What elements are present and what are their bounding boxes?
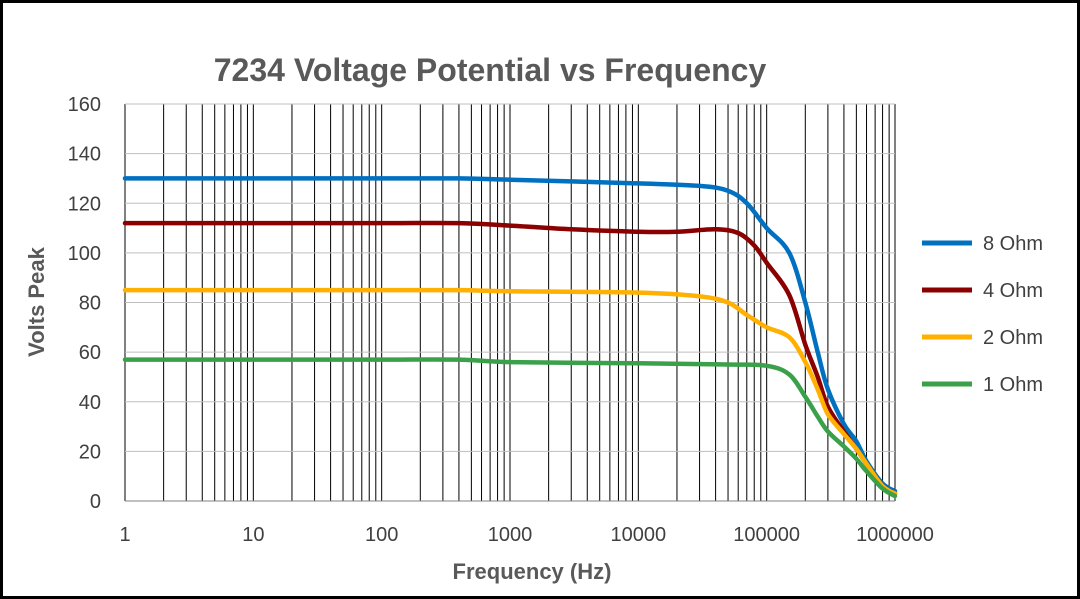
legend-label: 2 Ohm (983, 327, 1043, 349)
x-tick-label: 10 (242, 524, 264, 546)
legend-label: 1 Ohm (983, 374, 1043, 396)
y-tick-label: 160 (68, 94, 101, 116)
y-tick-label: 0 (90, 491, 101, 513)
x-axis-title: Frequency (Hz) (453, 559, 612, 584)
series-line-2-ohm (122, 287, 898, 496)
y-tick-label: 100 (68, 243, 101, 265)
legend: 8 Ohm 4 Ohm 2 Ohm 1 Ohm (922, 233, 1043, 396)
y-axis-ticks: 0 20 40 60 80 100 120 140 160 (68, 94, 101, 513)
legend-label: 8 Ohm (983, 233, 1043, 255)
x-tick-label: 1000000 (856, 524, 934, 546)
y-tick-label: 60 (79, 342, 101, 364)
y-tick-label: 80 (79, 293, 101, 315)
y-tick-label: 120 (68, 193, 101, 215)
x-axis-ticks: 1 10 100 1000 10000 100000 1000000 (119, 524, 934, 546)
series-line-1-ohm (122, 357, 898, 499)
series-line-8-ohm (122, 176, 898, 494)
y-axis-title: Volts Peak (24, 246, 49, 356)
x-tick-label: 100 (365, 524, 398, 546)
plot-grid (124, 103, 896, 502)
x-tick-label: 10000 (611, 524, 667, 546)
legend-label: 4 Ohm (983, 280, 1043, 302)
y-tick-label: 40 (79, 392, 101, 414)
x-tick-label: 100000 (733, 524, 800, 546)
series-lines (122, 176, 898, 499)
chart-title: 7234 Voltage Potential vs Frequency (214, 52, 767, 88)
x-tick-label: 1000 (488, 524, 533, 546)
y-tick-label: 140 (68, 144, 101, 166)
y-tick-label: 20 (79, 441, 101, 463)
x-tick-label: 1 (119, 524, 130, 546)
